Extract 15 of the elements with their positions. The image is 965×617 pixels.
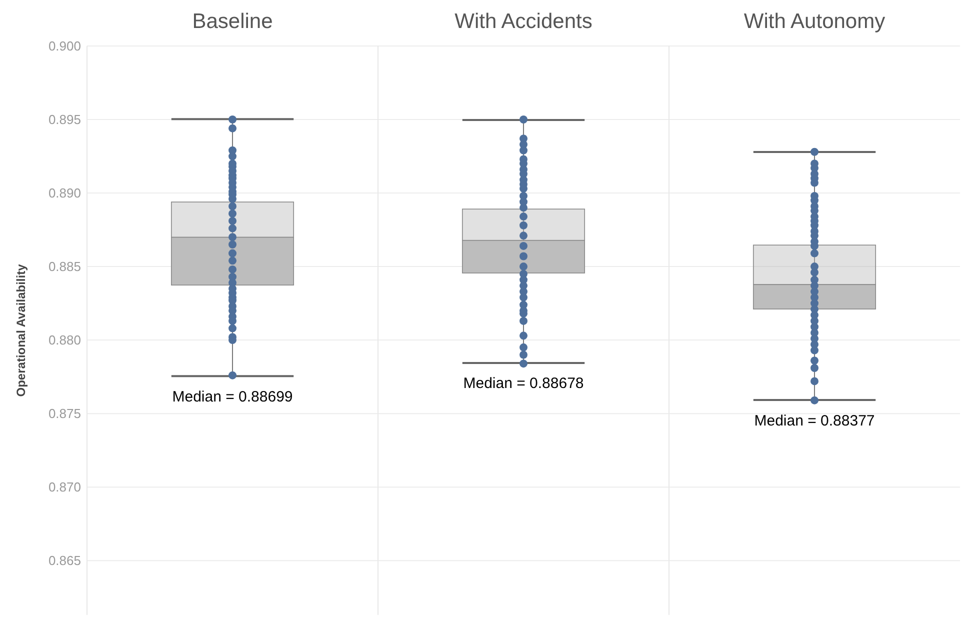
y-tick-label: 0.900 — [48, 38, 81, 54]
x-tick-label: Baseline — [192, 10, 273, 33]
y-tick-label: 0.865 — [48, 553, 81, 568]
y-tick-label: 0.895 — [48, 112, 81, 128]
y-tick-label: 0.875 — [48, 406, 81, 422]
y-tick-label: 0.885 — [48, 259, 81, 274]
y-tick-label: 0.880 — [48, 332, 81, 348]
annotation: Median = 0.88678 — [463, 375, 584, 392]
y-axis-title: Operational Availability — [14, 264, 28, 397]
y-tick-label: 0.890 — [48, 186, 81, 201]
annotation: Median = 0.88377 — [754, 412, 875, 430]
y-tick-label: 0.870 — [48, 480, 81, 495]
x-tick-label: With Autonomy — [744, 10, 886, 33]
annotation: Median = 0.88699 — [172, 388, 293, 406]
x-tick-label: With Accidents — [454, 10, 592, 33]
